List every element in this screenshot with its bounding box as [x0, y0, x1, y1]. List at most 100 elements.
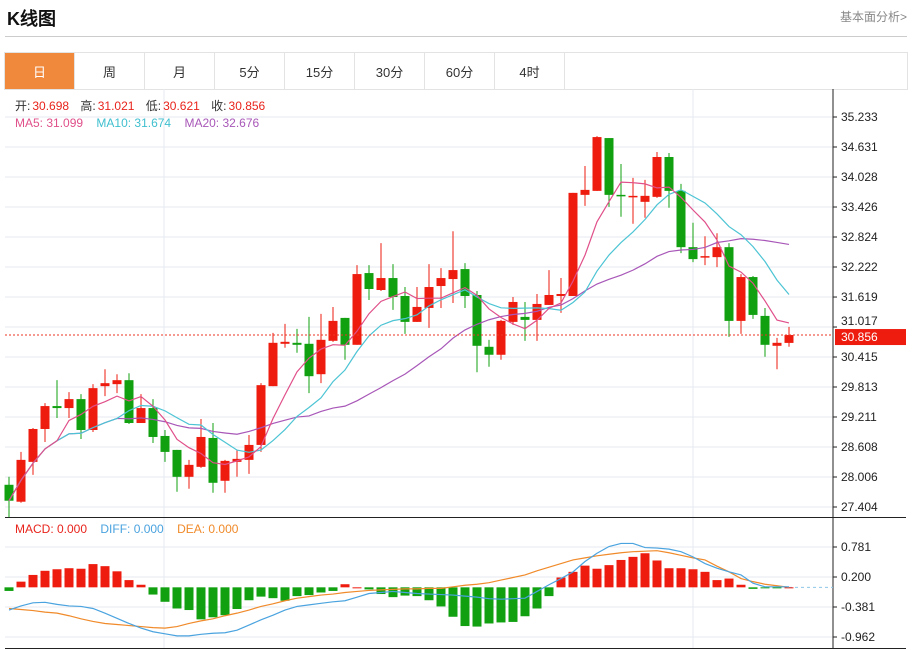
macd-bar: [508, 587, 518, 622]
candle-body: [484, 346, 494, 355]
period-tabs: 日 周 月 5分 15分 30分 60分 4时: [4, 52, 908, 90]
y-tick-label: 35.233: [841, 110, 878, 124]
candle-body: [100, 383, 110, 387]
open-label: 开:: [15, 99, 31, 113]
macd-bar: [676, 568, 686, 588]
macd-bar: [496, 587, 506, 623]
y-tick-label: 32.824: [841, 230, 878, 244]
y-tick-label: 34.631: [841, 140, 878, 154]
candle-body: [568, 192, 578, 296]
ohlc-legend: 开: 30.698 高: 31.021 低: 30.621 收: 30.856: [15, 97, 273, 114]
macd-bar: [724, 578, 734, 588]
candle-body: [592, 137, 602, 191]
tab-5min[interactable]: 5分: [215, 53, 285, 89]
high-label: 高:: [80, 99, 96, 113]
y-tick-label: 28.006: [841, 470, 878, 484]
y-tick-label: 29.813: [841, 380, 878, 394]
tab-day[interactable]: 日: [5, 53, 75, 89]
macd-tick-label: -0.381: [841, 600, 875, 614]
candle-body: [304, 343, 314, 377]
macd-legend-value: MACD: 0.000: [15, 522, 88, 536]
macd-bar: [184, 587, 194, 611]
candle-body: [388, 278, 398, 297]
y-tick-label: 29.211: [841, 410, 877, 424]
macd-bar: [628, 556, 638, 588]
candle-body: [676, 190, 686, 248]
candle-body: [688, 247, 698, 260]
macd-bar: [412, 587, 422, 597]
close-value: 30.856: [228, 99, 266, 113]
macd-bar: [268, 587, 278, 599]
low-value: 30.621: [163, 99, 200, 113]
macd-bar: [40, 570, 50, 588]
candle-body: [712, 247, 722, 258]
candle-body: [664, 157, 674, 191]
macd-bar: [232, 587, 242, 610]
ma20-legend: MA20: 32.676: [184, 116, 260, 130]
macd-bar: [544, 587, 554, 597]
candle-body: [208, 437, 218, 483]
y-tick-label: 32.222: [841, 260, 878, 274]
candle-body: [172, 449, 182, 477]
macd-bar: [364, 587, 374, 590]
candle-body: [604, 138, 614, 195]
ma10-legend: MA10: 31.674: [96, 116, 172, 130]
ma5-legend: MA5: 31.099: [15, 116, 84, 130]
macd-bar: [340, 584, 350, 588]
macd-bar: [172, 587, 182, 609]
macd-bar: [112, 571, 122, 588]
tab-15min[interactable]: 15分: [285, 53, 355, 89]
candle-body: [556, 293, 566, 296]
macd-bar: [688, 569, 698, 588]
candle-body: [748, 277, 758, 315]
macd-bar: [664, 568, 674, 588]
macd-bar: [28, 574, 38, 588]
candle-body: [352, 274, 362, 345]
candle-body: [148, 408, 158, 437]
candle-body: [700, 256, 710, 258]
macd-bar: [292, 587, 302, 597]
macd-bar: [4, 587, 14, 591]
candle-body: [328, 320, 338, 341]
macd-bar: [784, 587, 794, 589]
macd-bar: [76, 568, 86, 588]
y-tick-label: 30.415: [841, 350, 878, 364]
macd-bar: [532, 587, 542, 609]
macd-tick-label: 0.200: [841, 570, 871, 584]
macd-bar: [376, 587, 386, 595]
macd-bar: [700, 571, 710, 588]
macd-bar: [520, 587, 530, 617]
tab-week[interactable]: 周: [75, 53, 145, 89]
macd-tick-label: -0.962: [841, 630, 875, 644]
candle-body: [424, 287, 434, 308]
macd-bar: [604, 565, 614, 588]
candle-body: [640, 195, 650, 202]
macd-bar: [124, 580, 134, 588]
close-label: 收:: [211, 99, 227, 113]
candle-body: [4, 484, 14, 501]
macd-bar: [448, 587, 458, 617]
macd-bar: [100, 566, 110, 588]
macd-bar: [760, 587, 770, 589]
tab-30min[interactable]: 30分: [355, 53, 425, 89]
macd-bar: [736, 584, 746, 588]
macd-bar: [568, 571, 578, 588]
low-label: 低:: [145, 99, 162, 113]
tab-60min[interactable]: 60分: [425, 53, 495, 89]
ma5-line: [8, 181, 790, 502]
candle-body: [64, 399, 74, 409]
macd-bar: [316, 587, 326, 593]
y-tick-label: 28.608: [841, 440, 878, 454]
tab-month[interactable]: 月: [145, 53, 215, 89]
dea-line: [8, 550, 790, 629]
macd-bar: [328, 587, 338, 591]
macd-bar: [580, 565, 590, 588]
tab-4hour[interactable]: 4时: [495, 53, 565, 89]
macd-bar: [280, 587, 290, 601]
candle-body: [760, 315, 770, 345]
fundamental-analysis-link[interactable]: 基本面分析>: [839, 10, 907, 24]
high-value: 31.021: [97, 99, 135, 113]
candle-body: [28, 428, 38, 462]
macd-bar: [64, 568, 74, 588]
